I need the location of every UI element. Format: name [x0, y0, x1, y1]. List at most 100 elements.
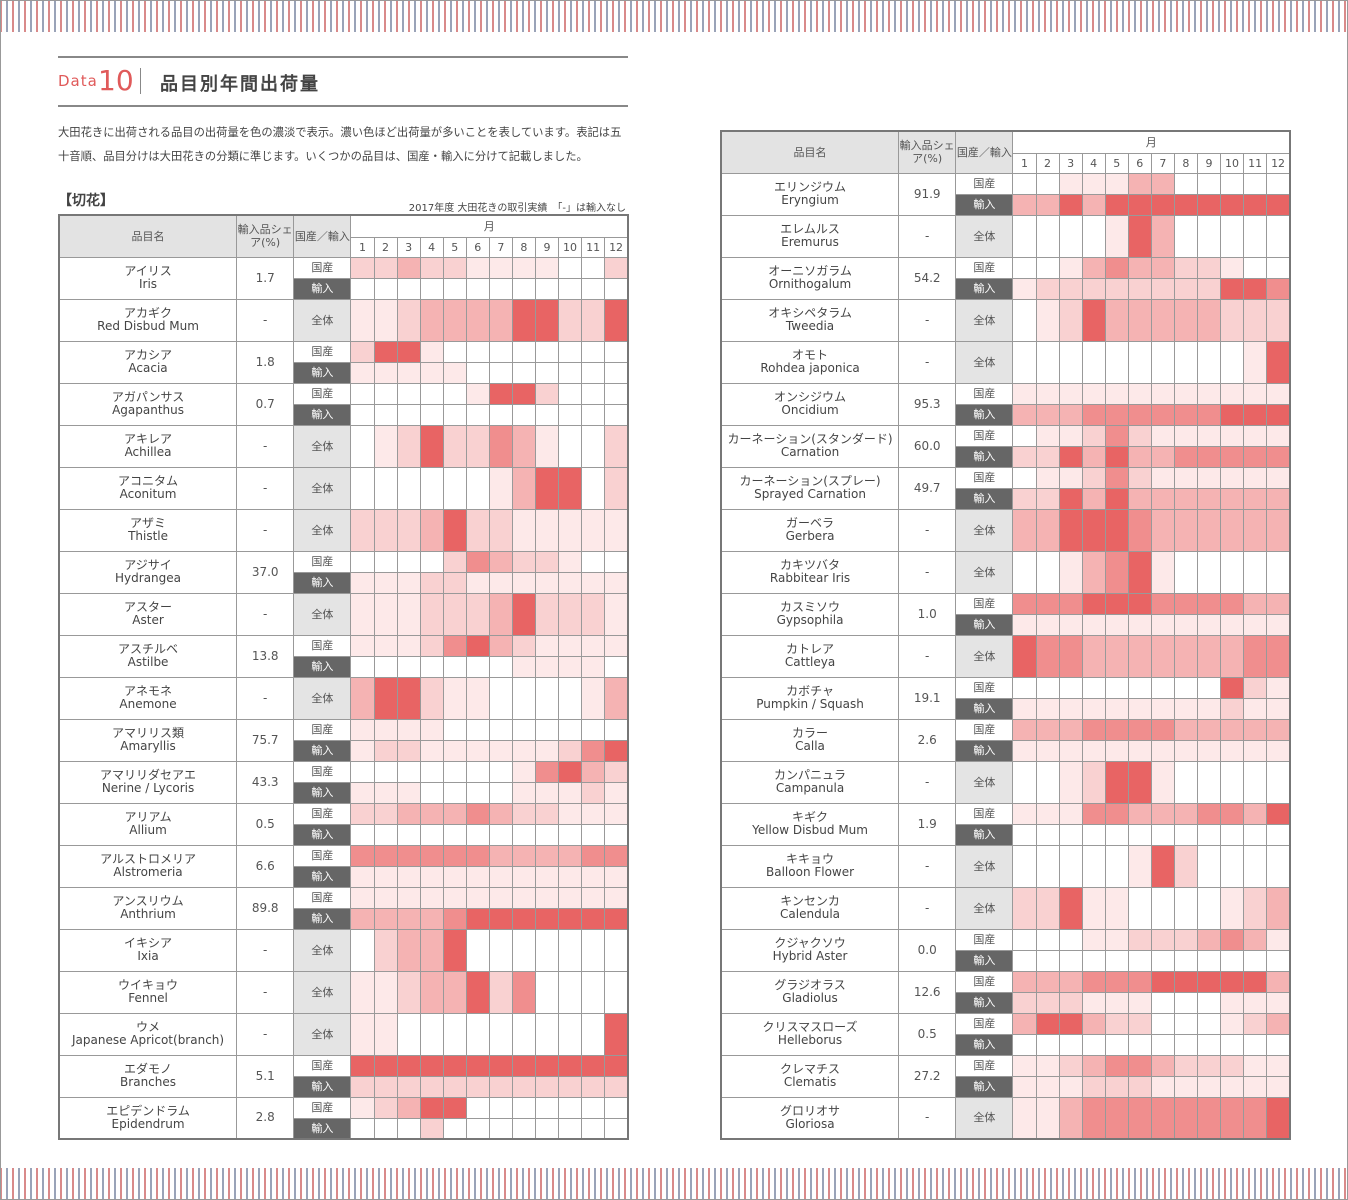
- month-cell: [581, 1012, 606, 1056]
- item-name-jp: キンセンカ: [780, 894, 840, 908]
- month-cell: [1196, 613, 1222, 636]
- month-cell: [581, 1054, 606, 1077]
- month-cell: [534, 760, 560, 783]
- month-cell: [373, 1117, 398, 1140]
- item-name-en: Gloriosa: [785, 1116, 835, 1131]
- month-cell: [604, 1096, 629, 1119]
- month-cell: [1035, 1012, 1060, 1035]
- item-name-jp: カーネーション(スプレー): [739, 474, 881, 488]
- month-cell: [558, 382, 583, 405]
- month-cell: [350, 256, 375, 279]
- month-cell: [581, 802, 606, 825]
- origin-dom: 国産: [293, 844, 352, 867]
- month-cell: [604, 865, 629, 888]
- month-cell: [1150, 256, 1175, 279]
- table-row: エレムルス Eremurus - 全体: [720, 214, 1291, 258]
- month-label: 12: [1266, 152, 1291, 174]
- month-cell: [1173, 424, 1198, 447]
- month-cell: [419, 508, 444, 552]
- month-cell: [419, 550, 444, 573]
- month-cell: [558, 907, 583, 930]
- month-cell: [1058, 508, 1083, 552]
- item-name: アザミ Thistle: [58, 508, 238, 552]
- import-share: -: [898, 214, 957, 258]
- table-row: カキツバタ Rabbitear Iris - 全体: [720, 550, 1291, 594]
- month-cell: [558, 1096, 583, 1119]
- month-label: 8: [511, 236, 536, 258]
- month-cell: [465, 1012, 490, 1056]
- origin-imp: 輸入: [293, 277, 352, 300]
- month-cell: [1127, 340, 1152, 384]
- month-cell: [488, 718, 513, 741]
- table-row: アルストロメリア Alstromeria 6.6 国産: [58, 844, 629, 888]
- table-row: 輸入: [721, 403, 1291, 426]
- month-cell: [558, 928, 583, 972]
- month-cell: [558, 781, 583, 804]
- month-cell: [350, 760, 375, 783]
- col-header-origin: 国産／輸入: [293, 214, 352, 258]
- month-cell: [1058, 760, 1083, 804]
- month-cell: [465, 907, 490, 930]
- month-cell: [581, 844, 606, 867]
- item-name-jp: アガパンサス: [111, 390, 185, 404]
- month-cell: [442, 424, 467, 468]
- origin-all: 全体: [293, 424, 352, 468]
- month-cell: [1220, 193, 1245, 216]
- month-cell: [1035, 739, 1060, 762]
- month-cell: [1150, 970, 1175, 993]
- month-cell: [1035, 256, 1060, 279]
- month-cell: [1243, 340, 1268, 384]
- month-cell: [581, 550, 606, 573]
- month-cell: [581, 928, 606, 972]
- item-name-en: Aster: [132, 613, 164, 627]
- month-label: 7: [488, 236, 513, 258]
- month-cell: [350, 1012, 375, 1056]
- item-name: アジサイ Hydrangea: [58, 550, 238, 594]
- month-cell: [442, 298, 467, 342]
- shipment-table-right: 品目名 輸入品シェア(%) 国産／輸入月 1 2 3 4 5 6 7 8 9 10 11 12 エリンジウム E…: [720, 130, 1291, 1140]
- item-name: クレマチス Clematis: [720, 1054, 900, 1098]
- month-cell: [373, 655, 398, 678]
- month-cell: [350, 1117, 375, 1140]
- month-cell: [1150, 802, 1175, 825]
- origin-imp: 輸入: [955, 277, 1014, 300]
- month-cell: [1266, 970, 1291, 993]
- month-cell: [419, 823, 444, 846]
- month-cell: [1058, 298, 1083, 342]
- month-cell: [511, 340, 536, 363]
- month-cell: [534, 1054, 560, 1077]
- table-row: アスチルベ Astilbe 13.8 国産: [58, 634, 629, 678]
- import-share: 0.7: [236, 382, 295, 426]
- month-cell: [1220, 844, 1245, 888]
- col-header-month: 月: [350, 214, 629, 238]
- month-cell: [534, 655, 560, 678]
- origin-dom: 国産: [293, 886, 352, 909]
- month-cell: [511, 802, 536, 825]
- month-cell: [396, 865, 421, 888]
- month-cell: [1173, 445, 1198, 468]
- month-cell: [442, 1012, 467, 1056]
- month-cell: [1127, 676, 1152, 699]
- month-cell: [465, 424, 490, 468]
- item-name-jp: エレムルス: [780, 222, 840, 236]
- month-cell: [1127, 550, 1152, 594]
- month-cell: [1196, 1054, 1222, 1077]
- month-cell: [604, 718, 629, 741]
- month-cell: [442, 361, 467, 384]
- month-cell: [488, 1054, 513, 1077]
- month-cell: [1266, 424, 1291, 447]
- table-row: 輸入: [721, 445, 1291, 468]
- origin-all: 全体: [955, 760, 1014, 804]
- month-cell: [534, 970, 560, 1014]
- month-cell: [1150, 214, 1175, 258]
- month-cell: [534, 592, 560, 636]
- import-share: 0.5: [898, 1012, 957, 1056]
- month-cell: [1243, 277, 1268, 300]
- month-cell: [1266, 718, 1291, 741]
- month-cell: [1243, 487, 1268, 510]
- month-cell: [1058, 802, 1083, 825]
- month-cell: [1058, 1075, 1083, 1098]
- month-cell: [373, 865, 398, 888]
- month-cell: [1058, 634, 1083, 678]
- item-name: ウイキョウ Fennel: [58, 970, 238, 1014]
